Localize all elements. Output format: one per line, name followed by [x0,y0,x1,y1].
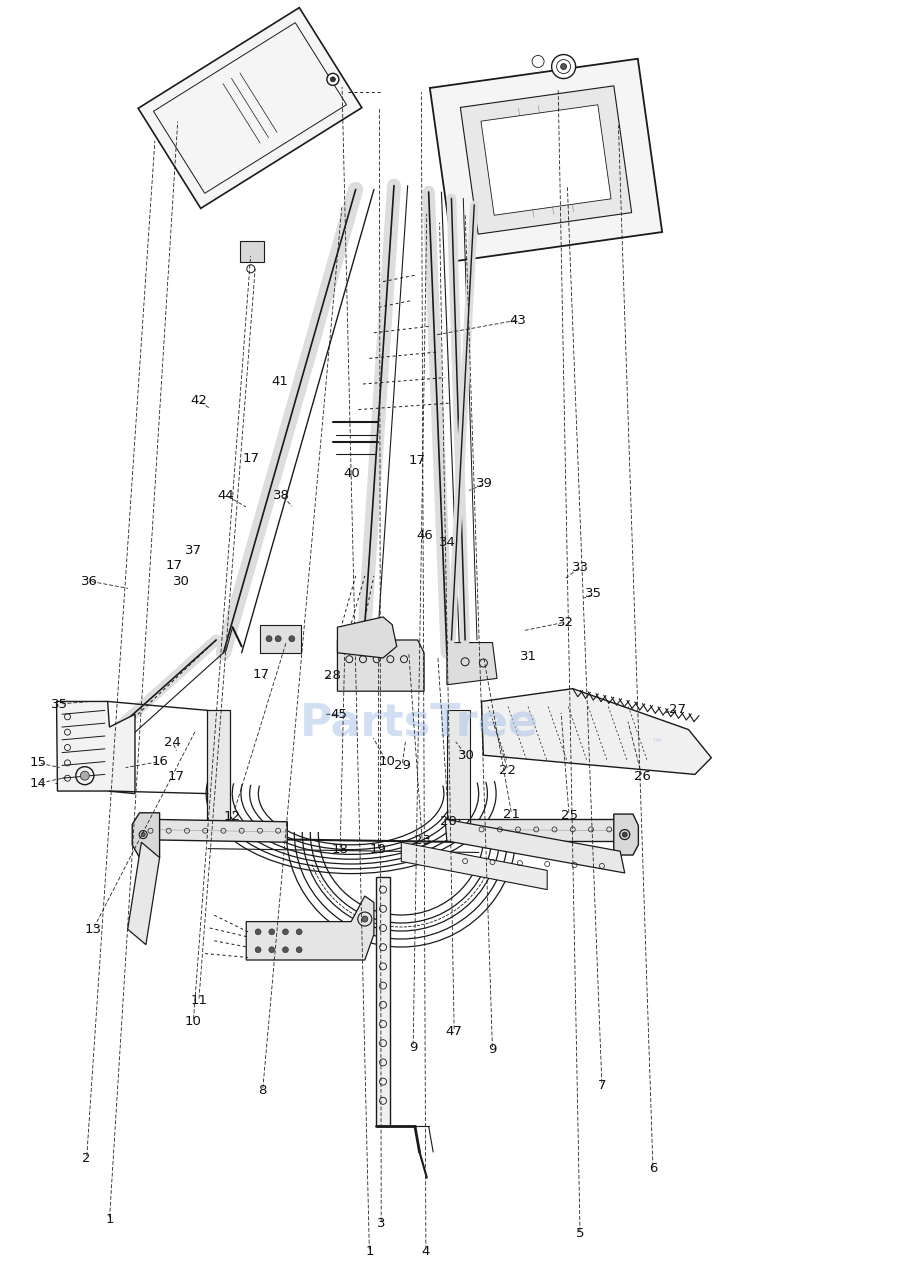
Text: 17: 17 [168,771,184,783]
Polygon shape [446,710,469,819]
Text: 17: 17 [166,559,182,572]
Polygon shape [132,813,159,858]
Text: 8: 8 [258,1084,267,1097]
Text: 17: 17 [242,452,259,465]
Polygon shape [128,842,159,945]
Text: 34: 34 [439,536,456,549]
Text: 15: 15 [30,756,46,769]
Text: 17: 17 [252,668,269,681]
Text: 31: 31 [520,650,537,663]
Text: 10: 10 [378,755,394,768]
Text: 23: 23 [414,835,430,847]
Polygon shape [460,86,631,234]
Text: 6: 6 [648,1162,657,1175]
Circle shape [282,929,288,934]
Text: 10: 10 [185,1015,201,1028]
Polygon shape [429,59,661,261]
Text: 35: 35 [51,698,67,710]
Polygon shape [337,640,424,691]
Circle shape [621,832,627,837]
Text: 45: 45 [330,708,346,721]
Circle shape [269,929,274,934]
Text: 22: 22 [499,764,516,777]
Text: 20: 20 [440,815,456,828]
Text: 29: 29 [394,759,410,772]
Polygon shape [401,842,547,890]
Circle shape [255,929,261,934]
Text: 9: 9 [487,1043,496,1056]
Text: 39: 39 [476,477,492,490]
Text: 26: 26 [633,771,650,783]
Text: 1: 1 [105,1213,114,1226]
Text: 38: 38 [273,489,290,502]
Text: ™: ™ [650,739,662,751]
Text: 40: 40 [343,467,360,480]
Polygon shape [613,814,638,855]
Circle shape [330,77,335,82]
Text: 46: 46 [416,529,433,541]
Circle shape [275,636,281,641]
Text: 32: 32 [557,616,573,628]
Polygon shape [337,617,396,658]
Text: 14: 14 [30,777,46,790]
Text: 30: 30 [457,749,474,762]
Polygon shape [481,689,711,774]
Text: 37: 37 [185,544,201,557]
Text: 3: 3 [376,1217,385,1230]
Circle shape [326,73,339,86]
Text: 41: 41 [271,375,288,388]
Polygon shape [445,819,624,873]
Polygon shape [446,643,496,685]
Text: 16: 16 [151,755,168,768]
Circle shape [362,916,367,922]
Text: 25: 25 [560,809,577,822]
Polygon shape [469,819,615,841]
Text: 28: 28 [324,669,341,682]
Circle shape [141,832,145,837]
Circle shape [296,947,302,952]
Text: 13: 13 [85,923,101,936]
Text: 43: 43 [509,314,526,326]
Text: 21: 21 [503,808,519,820]
Polygon shape [141,819,287,842]
Text: 4: 4 [421,1245,430,1258]
Text: 19: 19 [370,844,386,856]
Text: 5: 5 [575,1228,584,1240]
Polygon shape [207,710,230,838]
Polygon shape [480,105,610,215]
Text: 12: 12 [224,810,241,823]
Text: 44: 44 [218,489,234,502]
Text: 2: 2 [82,1152,91,1165]
Text: 11: 11 [190,995,207,1007]
Text: 27: 27 [669,703,685,716]
Text: 9: 9 [408,1041,417,1053]
Text: 47: 47 [445,1025,462,1038]
Circle shape [551,55,575,78]
Circle shape [255,947,261,952]
Polygon shape [375,877,390,1126]
Text: 36: 36 [81,575,97,588]
Text: 1: 1 [364,1245,374,1258]
Circle shape [560,64,566,69]
Circle shape [282,947,288,952]
Text: 35: 35 [585,588,601,600]
Text: 17: 17 [408,454,425,467]
Text: 42: 42 [190,394,207,407]
Text: 33: 33 [571,561,588,573]
Text: 18: 18 [332,844,348,856]
Polygon shape [246,896,374,960]
Circle shape [80,771,89,781]
Text: PartsTree: PartsTree [300,701,538,745]
Circle shape [296,929,302,934]
Text: 30: 30 [173,575,189,588]
Polygon shape [240,241,264,262]
Text: 24: 24 [164,736,180,749]
Circle shape [266,636,271,641]
Text: 7: 7 [597,1079,606,1092]
Polygon shape [260,625,301,653]
Polygon shape [138,8,362,209]
Polygon shape [56,701,135,794]
Circle shape [289,636,294,641]
Circle shape [269,947,274,952]
